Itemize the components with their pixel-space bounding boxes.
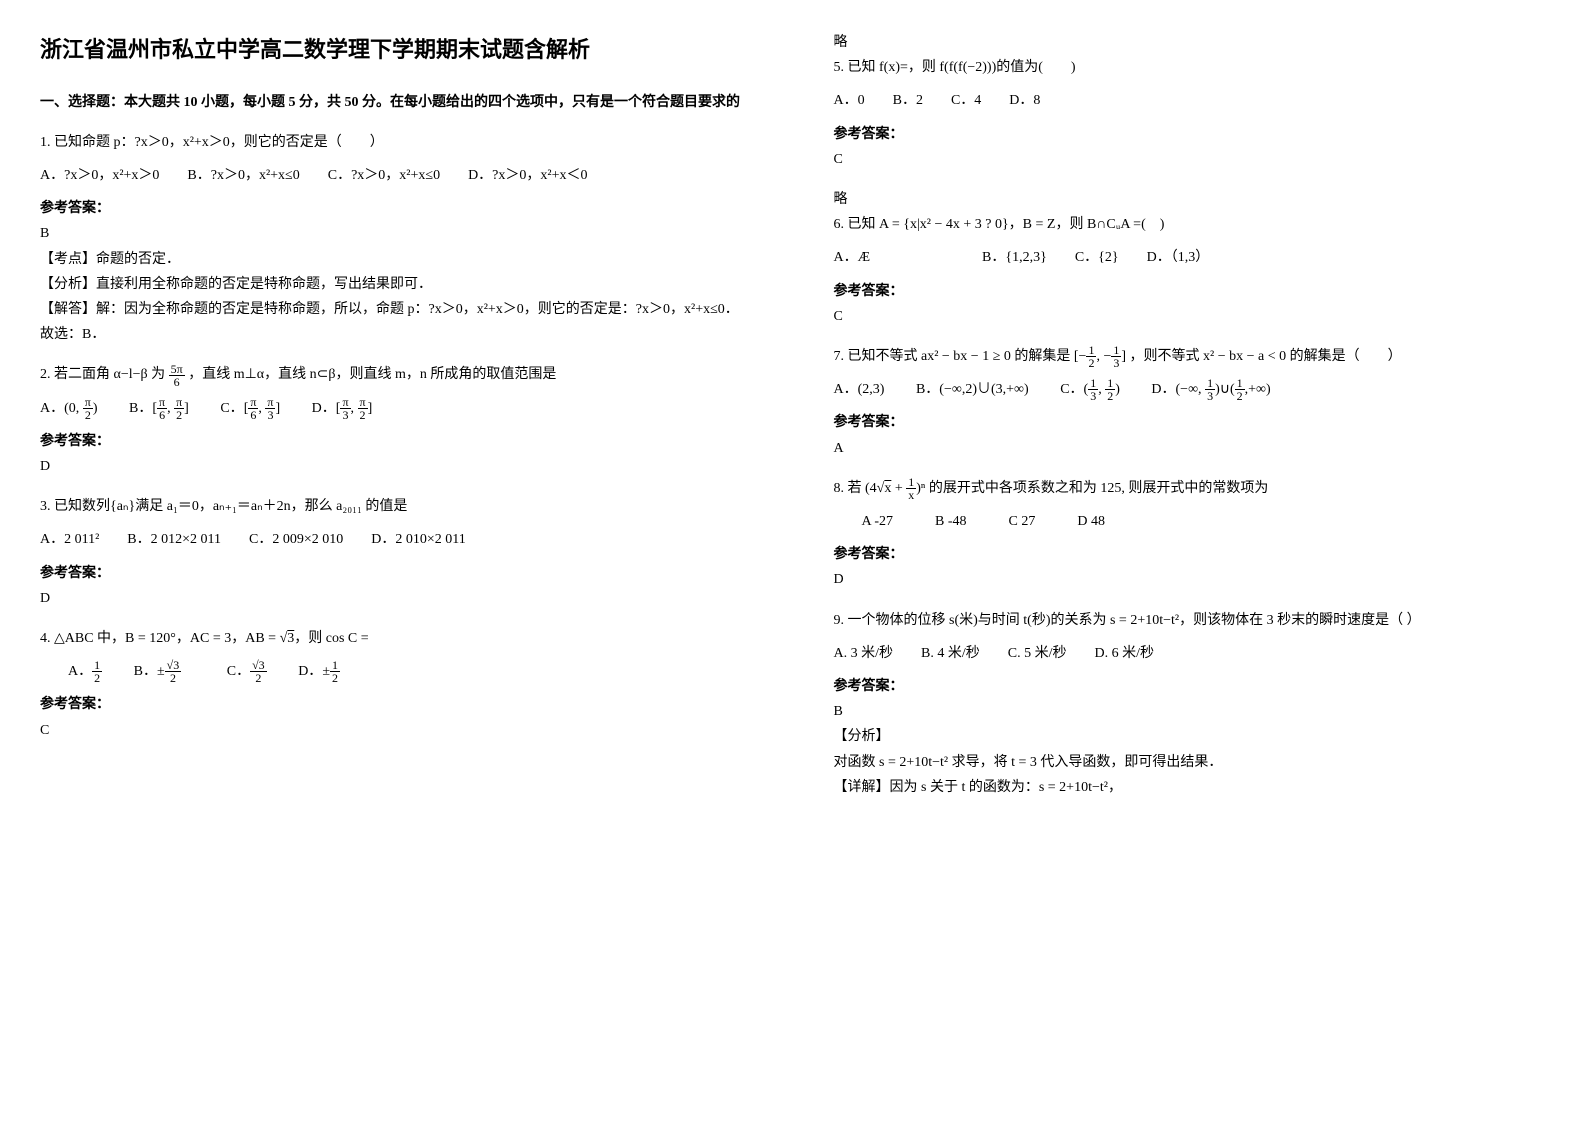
- q9-answer-label: 参考答案：: [834, 674, 1548, 699]
- q1-stem: 1. 已知命题 p：?x＞0，x²+x＞0，则它的否定是（ ）: [40, 130, 754, 155]
- q5-answer: C: [834, 147, 1548, 172]
- q8-answer: D: [834, 567, 1548, 592]
- q3-stem: 3. 已知数列{aₙ}满足 a₁＝0，aₙ₊₁＝aₙ＋2n，那么 a₂₀₁₁ 的…: [40, 494, 754, 519]
- q7-answer-label: 参考答案：: [834, 410, 1548, 435]
- question-9: 9. 一个物体的位移 s(米)与时间 t(秒)的关系为 s = 2+10t−t²…: [834, 608, 1548, 800]
- q6-answer-label: 参考答案：: [834, 279, 1548, 304]
- q9-options: A. 3 米/秒 B. 4 米/秒 C. 5 米/秒 D. 6 米/秒: [834, 641, 1548, 666]
- section-1-title: 一、选择题：本大题共 10 小题，每小题 5 分，共 50 分。在每小题给出的四…: [40, 90, 754, 115]
- q3-answer: D: [40, 586, 754, 611]
- question-4: 4. △ABC 中，B = 120°，AC = 3，AB = √3，则 cos …: [40, 626, 754, 743]
- q9-stem: 9. 一个物体的位移 s(米)与时间 t(秒)的关系为 s = 2+10t−t²…: [834, 608, 1548, 633]
- q2-options: A．(0, π2) B．[π6, π2] C．[π6, π3] D．[π3, π…: [40, 396, 754, 421]
- q9-exp-1: 【分析】: [834, 724, 1548, 749]
- note-2: 略: [834, 187, 1548, 212]
- right-column: 略 5. 已知 f(x)=，则 f(f(f(−2)))的值为( ) A．0 B．…: [794, 0, 1587, 845]
- q6-answer: C: [834, 304, 1548, 329]
- question-8: 8. 若 (4√x + 1x)ⁿ 的展开式中各项系数之和为 125, 则展开式中…: [834, 476, 1548, 593]
- q1-answer: B: [40, 221, 754, 246]
- note-1: 略: [834, 30, 1548, 55]
- q9-answer: B: [834, 699, 1548, 724]
- q7-answer: A: [834, 436, 1548, 461]
- q3-answer-label: 参考答案：: [40, 561, 754, 586]
- question-5: 5. 已知 f(x)=，则 f(f(f(−2)))的值为( ) A．0 B．2 …: [834, 55, 1548, 172]
- q8-stem: 8. 若 (4√x + 1x)ⁿ 的展开式中各项系数之和为 125, 则展开式中…: [834, 476, 1548, 501]
- q5-options: A．0 B．2 C．4 D．8: [834, 88, 1548, 113]
- q1-answer-label: 参考答案：: [40, 196, 754, 221]
- q2-stem: 2. 若二面角 α−l−β 为 5π6 ，直线 m⊥α，直线 n⊂β，则直线 m…: [40, 362, 754, 387]
- q3-options: A．2 011² B．2 012×2 011 C．2 009×2 010 D．2…: [40, 527, 754, 552]
- question-1: 1. 已知命题 p：?x＞0，x²+x＞0，则它的否定是（ ） A．?x＞0，x…: [40, 130, 754, 348]
- question-3: 3. 已知数列{aₙ}满足 a₁＝0，aₙ₊₁＝aₙ＋2n，那么 a₂₀₁₁ 的…: [40, 494, 754, 611]
- q4-stem: 4. △ABC 中，B = 120°，AC = 3，AB = √3，则 cos …: [40, 626, 754, 651]
- q9-exp-2: 对函数 s = 2+10t−t² 求导，将 t = 3 代入导函数，即可得出结果…: [834, 750, 1548, 775]
- q1-options: A．?x＞0，x²+x＞0 B．?x＞0，x²+x≤0 C．?x＞0，x²+x≤…: [40, 163, 754, 188]
- q8-options: A -27 B -48 C 27 D 48: [834, 509, 1548, 534]
- q2-answer: D: [40, 454, 754, 479]
- q1-exp-1: 【考点】命题的否定．: [40, 247, 754, 272]
- q1-exp-4: 故选：B．: [40, 322, 754, 347]
- q7-stem: 7. 已知不等式 ax² − bx − 1 ≥ 0 的解集是 [−12, −13…: [834, 344, 1548, 369]
- q5-stem: 5. 已知 f(x)=，则 f(f(f(−2)))的值为( ): [834, 55, 1548, 80]
- q5-answer-label: 参考答案：: [834, 122, 1548, 147]
- question-7: 7. 已知不等式 ax² − bx − 1 ≥ 0 的解集是 [−12, −13…: [834, 344, 1548, 461]
- q6-stem: 6. 已知 A = {x|x² − 4x + 3 ? 0}，B = Z，则 B∩…: [834, 212, 1548, 237]
- q4-options: A．12 B．±√32 C．√32 D．±12: [40, 659, 754, 684]
- question-2: 2. 若二面角 α−l−β 为 5π6 ，直线 m⊥α，直线 n⊂β，则直线 m…: [40, 362, 754, 479]
- q4-answer: C: [40, 718, 754, 743]
- q2-answer-label: 参考答案：: [40, 429, 754, 454]
- q8-answer-label: 参考答案：: [834, 542, 1548, 567]
- q2-frac: 5π6: [169, 363, 185, 388]
- q2-stem-a: 2. 若二面角 α−l−β 为: [40, 367, 169, 382]
- q1-exp-2: 【分析】直接利用全称命题的否定是特称命题，写出结果即可．: [40, 272, 754, 297]
- q7-options: A．(2,3) B．(−∞,2)∪(3,+∞) C．(13, 12) D．(−∞…: [834, 377, 1548, 402]
- page-title: 浙江省温州市私立中学高二数学理下学期期末试题含解析: [40, 30, 754, 70]
- q2-stem-b: ，直线 m⊥α，直线 n⊂β，则直线 m，n 所成角的取值范围是: [188, 367, 556, 382]
- q6-options: A．Æ B．{1,2,3} C．{2} D．（1,3）: [834, 245, 1548, 270]
- q4-answer-label: 参考答案：: [40, 692, 754, 717]
- q9-exp-3: 【详解】因为 s 关于 t 的函数为：s = 2+10t−t²，: [834, 775, 1548, 800]
- left-column: 浙江省温州市私立中学高二数学理下学期期末试题含解析 一、选择题：本大题共 10 …: [0, 0, 794, 845]
- q1-exp-3: 【解答】解：因为全称命题的否定是特称命题，所以，命题 p：?x＞0，x²+x＞0…: [40, 297, 754, 322]
- question-6: 6. 已知 A = {x|x² − 4x + 3 ? 0}，B = Z，则 B∩…: [834, 212, 1548, 329]
